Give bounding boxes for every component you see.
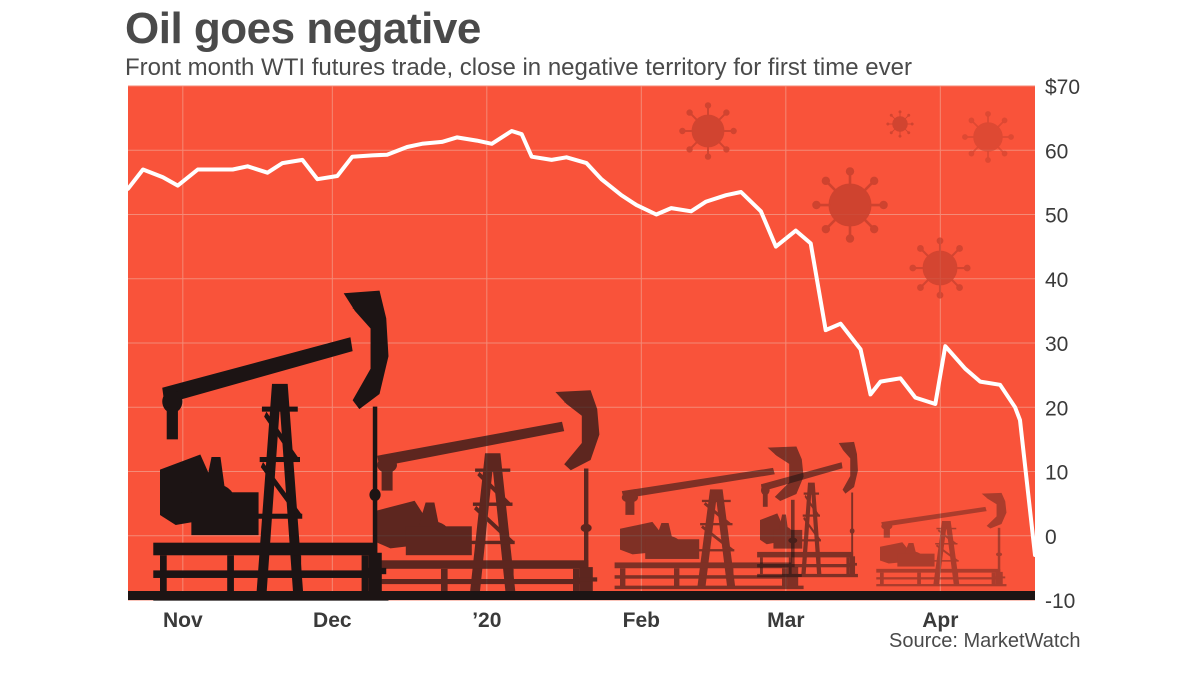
y-tick-label: -10 bbox=[1045, 590, 1075, 613]
source-note: Source: MarketWatch bbox=[889, 630, 1081, 652]
y-tick-label: 10 bbox=[1045, 462, 1068, 485]
x-tick-label: ’20 bbox=[472, 609, 501, 632]
price-points bbox=[127, 130, 1036, 556]
x-tick-label: Mar bbox=[767, 609, 804, 632]
virus-icon bbox=[811, 166, 889, 244]
virus-icon bbox=[886, 110, 914, 138]
y-tick-label: 20 bbox=[1045, 397, 1068, 420]
y-tick-label: 30 bbox=[1045, 333, 1068, 356]
y-axis: -10 0 10 20 30 40 50 60 $70 bbox=[1045, 76, 1080, 613]
y-tick-label: 50 bbox=[1045, 205, 1068, 228]
x-axis: Nov Dec ’20 Feb Mar Apr bbox=[163, 609, 958, 632]
virus-icon bbox=[678, 101, 738, 161]
x-tick-label: Nov bbox=[163, 609, 203, 632]
ground-band bbox=[128, 591, 1035, 600]
x-tick-label: Dec bbox=[313, 609, 352, 632]
virus-icon bbox=[908, 236, 972, 300]
y-tick-label: 40 bbox=[1045, 269, 1068, 292]
x-tick-label: Feb bbox=[623, 609, 660, 632]
price-line bbox=[126, 129, 1037, 557]
y-tick-label: 0 bbox=[1045, 526, 1057, 549]
chart-title: Oil goes negative bbox=[125, 4, 481, 53]
chart-subtitle: Front month WTI futures trade, close in … bbox=[125, 54, 912, 81]
y-tick-label: 60 bbox=[1045, 140, 1068, 163]
x-tick-label: Apr bbox=[922, 609, 958, 632]
virus-icon bbox=[961, 110, 1015, 164]
y-tick-label: $70 bbox=[1045, 76, 1080, 99]
